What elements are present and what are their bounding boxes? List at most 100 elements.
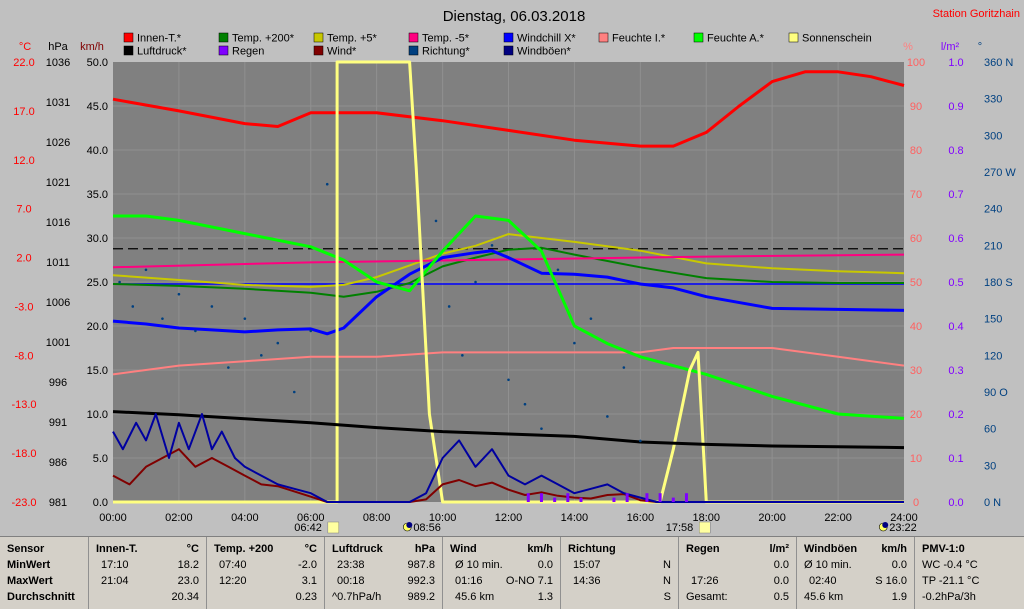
wind-tick-label: 5.0 <box>93 453 108 465</box>
x-tick-label: 14:00 <box>561 512 589 524</box>
regen-bar <box>684 493 688 502</box>
regen-bar <box>625 493 629 502</box>
x-tick-label: 04:00 <box>231 512 259 524</box>
direction-tick-label: 150 <box>984 314 1002 326</box>
rain-axis-unit: l/m² <box>941 41 960 53</box>
richtung-point <box>177 292 181 296</box>
regen-bar <box>566 493 570 502</box>
rain-tick-label: 0.6 <box>948 233 963 245</box>
weather-chart: Dienstag, 06.03.2018 Station Goritzhain … <box>11 8 1020 534</box>
regen-bar <box>645 493 649 502</box>
events: 06:42 08:56 17:58 23:22 <box>294 521 917 534</box>
windboeen-row2: S 16.0 <box>875 575 907 587</box>
luftdruck-title: Luftdruck <box>332 543 383 555</box>
x-tick-label: 00:00 <box>99 512 127 524</box>
wind-title: Wind <box>450 543 477 555</box>
pressure-tick-label: 991 <box>49 417 67 429</box>
luftdruck-max-time: 00:18 <box>337 575 365 587</box>
regen-row2-time: 17:26 <box>691 575 719 587</box>
wind-row1-label: Ø 10 min. <box>455 559 503 571</box>
direction-tick-label: 120 <box>984 350 1002 362</box>
series-innen-t-line <box>112 70 905 148</box>
luftdruck-max: 992.3 <box>407 575 435 587</box>
temp-tick-label: -18.0 <box>11 448 36 460</box>
windboeen-row3-label: 45.6 km <box>804 591 844 603</box>
wind-tick-label: 30.0 <box>87 233 108 245</box>
humidity-tick-label: 10 <box>910 453 922 465</box>
pressure-tick-label: 1031 <box>46 97 70 109</box>
luftdruck-min-time: 23:38 <box>337 559 365 571</box>
temp200-min-time: 07:40 <box>219 559 247 571</box>
humidity-tick-label: 0 <box>913 497 919 509</box>
richtung-point <box>144 268 148 272</box>
temp-tick-label: -13.0 <box>11 399 36 411</box>
legend-swatch <box>218 32 229 43</box>
pressure-tick-label: 1011 <box>46 257 70 269</box>
regen-row3-label: Gesamt: <box>686 591 728 603</box>
innen-min-time: 17:10 <box>101 559 129 571</box>
temp-tick-label: 7.0 <box>16 204 31 216</box>
richtung-row1-time: 15:07 <box>573 559 601 571</box>
series-windb-en-line <box>112 413 904 503</box>
series-temp-5-line <box>112 253 905 269</box>
luftdruck-trend: ^0.7hPa/h <box>332 591 382 603</box>
series-feuchte-i-line <box>112 347 905 376</box>
wind-tick-label: 35.0 <box>87 189 108 201</box>
wind-tick-label: 0.0 <box>93 497 108 509</box>
richtung-point <box>131 305 135 308</box>
pressure-tick-label: 981 <box>49 497 67 509</box>
richtung-point <box>118 280 121 284</box>
rain-tick-label: 0.3 <box>948 365 963 377</box>
direction-tick-label: 60 <box>984 424 996 436</box>
direction-tick-label: 240 <box>984 204 1002 216</box>
innen-avg: 20.34 <box>171 591 199 603</box>
richtung-point <box>622 366 626 369</box>
temp-tick-label: -23.0 <box>11 497 36 509</box>
legend-swatch <box>313 32 324 43</box>
richtung-point <box>161 317 164 320</box>
pmv-row3: -0.2hPa/3h <box>922 591 976 603</box>
direction-tick-label: 180 S <box>984 277 1013 289</box>
richtung-row2-time: 14:36 <box>573 575 601 587</box>
stats-col-temp200: Temp. +200 °C 07:40 -2.0 12:20 3.1 0.23 <box>206 537 325 609</box>
event-time: 08:56 <box>413 522 441 534</box>
regen-bar <box>526 493 530 502</box>
regen-bar <box>612 497 616 502</box>
pressure-tick-label: 996 <box>49 377 67 389</box>
wind-tick-label: 10.0 <box>87 409 108 421</box>
rain-tick-label: 1.0 <box>948 57 963 69</box>
series-temp-5-line <box>112 233 905 288</box>
pmv-title: PMV-1:0 <box>922 543 965 555</box>
humidity-tick-label: 70 <box>910 189 922 201</box>
richtung-point <box>447 305 451 308</box>
temp200-min: -2.0 <box>298 559 317 571</box>
richtung-point <box>309 329 313 333</box>
legend-label: Temp. +200* <box>232 33 295 45</box>
richtung-point <box>210 305 214 308</box>
legend-swatch <box>123 45 134 56</box>
richtung-point <box>589 317 593 320</box>
stats-col-richtung: Richtung 15:07 N 14:36 N S <box>560 537 679 609</box>
windboeen-row2-time: 02:40 <box>809 575 837 587</box>
temp-tick-label: 12.0 <box>13 155 34 167</box>
legend-swatch <box>408 32 419 43</box>
legend-label: Windböen* <box>517 46 572 58</box>
legend-swatch <box>598 32 609 43</box>
humidity-tick-label: 60 <box>910 233 922 245</box>
wind-row2: O-NO 7.1 <box>505 575 553 587</box>
rain-tick-label: 0.7 <box>948 189 963 201</box>
richtung-point <box>434 219 438 223</box>
wind-tick-label: 20.0 <box>87 321 108 333</box>
pressure-tick-label: 1016 <box>46 217 70 229</box>
richtung-point <box>276 341 280 345</box>
series-sonnenschein-line <box>113 60 904 504</box>
innen-unit: °C <box>186 543 199 555</box>
stats-col-innen: Innen-T. °C 17:10 18.2 21:04 23.0 20.34 <box>88 537 207 609</box>
regen-bar <box>539 493 543 502</box>
richtung-point <box>523 402 527 406</box>
richtung-point <box>243 317 247 320</box>
richtung-point <box>556 268 560 272</box>
regen-unit: l/m² <box>769 543 789 555</box>
windboeen-title: Windböen <box>804 543 858 555</box>
pressure-axis-unit: hPa <box>48 41 68 53</box>
